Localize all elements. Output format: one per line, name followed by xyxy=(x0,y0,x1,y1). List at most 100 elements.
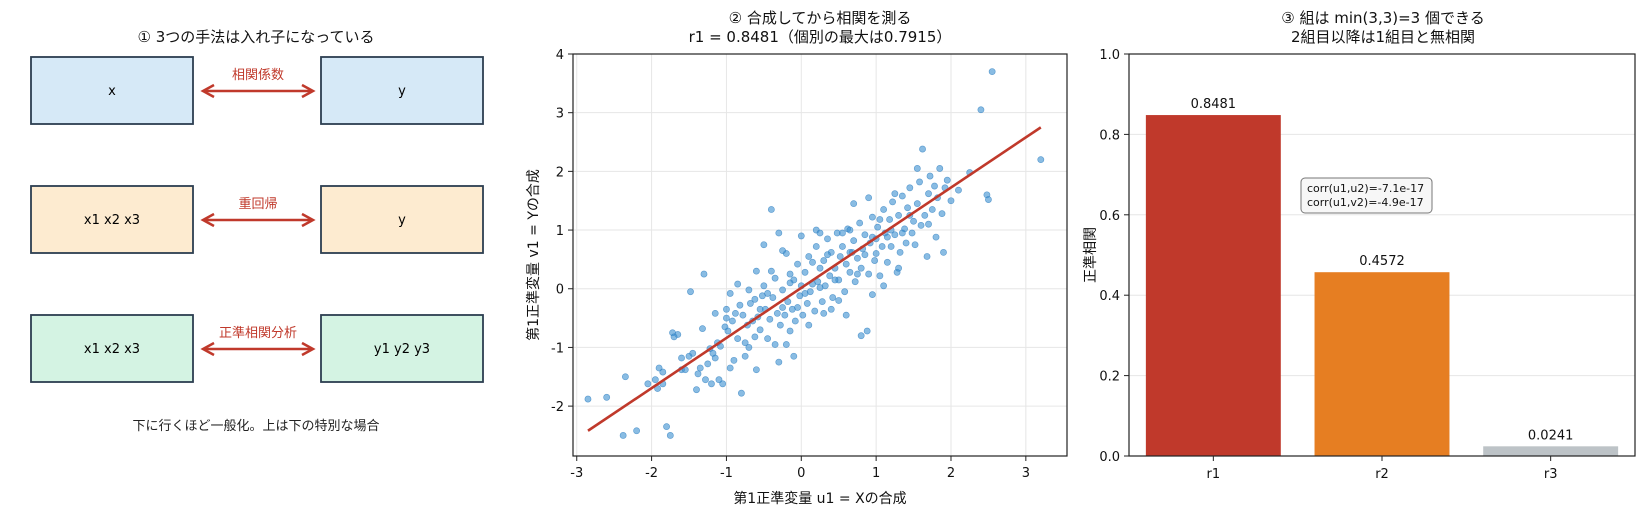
scatter-point xyxy=(732,309,739,317)
bar-ylabel: 正準相関 xyxy=(1083,227,1099,283)
scatter-point xyxy=(784,298,792,306)
scatter-point xyxy=(767,206,775,213)
scatter-point xyxy=(801,268,809,276)
bar-ticks: 0.0 0.2 0.4 0.6 0.8 1.0 r1 r2 r3 xyxy=(1099,48,1557,482)
bar-r3 xyxy=(1483,446,1619,456)
scatter-point xyxy=(913,200,921,208)
scatter-point xyxy=(786,279,794,287)
scatter-point xyxy=(794,260,801,268)
scatter-point xyxy=(619,432,627,439)
scatter-point xyxy=(752,267,760,275)
scatter-point xyxy=(775,229,783,237)
scatter-point xyxy=(891,231,899,239)
scatter-point xyxy=(816,284,824,291)
bar-bars: 0.8481 0.4572 0.0241 xyxy=(1145,97,1619,457)
scatter-point xyxy=(854,270,861,278)
scatter-point xyxy=(760,282,768,290)
row1-right-label: y xyxy=(398,84,406,99)
scatter-point xyxy=(857,332,865,340)
scatter-point xyxy=(895,264,902,272)
scatter-point xyxy=(723,305,730,313)
scatter-point xyxy=(947,197,955,205)
scatter-point xyxy=(776,321,784,329)
scatter-point xyxy=(887,243,895,250)
scatter-point xyxy=(820,309,828,317)
scatter-point xyxy=(904,204,911,212)
bar-value-label: 0.0241 xyxy=(1528,428,1574,443)
scatter-fit-line xyxy=(587,126,1042,432)
scatter-ytick-label: -2 xyxy=(551,400,564,415)
scatter-title: ② 合成してから相関を測る xyxy=(729,9,912,27)
bar-r1 xyxy=(1145,115,1281,457)
scatter-point xyxy=(940,248,947,256)
row3-relation: 正準相関分析 xyxy=(219,325,297,341)
row3-right-box xyxy=(320,314,484,383)
scatter-point xyxy=(880,282,888,290)
scatter-point xyxy=(876,272,884,280)
scatter-point xyxy=(752,366,760,374)
scatter-point xyxy=(854,254,861,262)
scatter-point xyxy=(786,270,794,278)
scatter-point xyxy=(883,258,891,266)
row1-relation: 相関係数 xyxy=(232,68,284,83)
row2-left-label: x1 x2 x3 xyxy=(84,213,140,228)
scatter-xtick-label: 0 xyxy=(797,466,805,481)
scatter-point xyxy=(836,253,844,260)
scatter-point xyxy=(868,213,876,221)
scatter-point xyxy=(767,267,775,275)
scatter-point xyxy=(831,276,839,284)
scatter-point xyxy=(816,264,824,272)
scatter-xtick-label: 3 xyxy=(1022,466,1030,481)
row1-left-box xyxy=(30,56,194,125)
scatter-point xyxy=(724,327,732,335)
scatter-point xyxy=(943,176,951,184)
scatter-point xyxy=(741,352,749,360)
scatter-point xyxy=(839,229,846,237)
scatter-xtick-label: -1 xyxy=(720,466,733,481)
scatter-point xyxy=(734,335,742,343)
scatter-ytick-label: 0 xyxy=(556,283,564,298)
scatter-point xyxy=(797,232,805,240)
bar-ytick-label: 0.8 xyxy=(1099,128,1120,143)
panel1-caption: 下に行くほど一般化。上は下の特別な場合 xyxy=(132,418,379,434)
scatter-point xyxy=(803,300,811,307)
scatter-point xyxy=(919,145,926,153)
scatter-point xyxy=(779,286,786,294)
scatter-point xyxy=(773,309,781,317)
scatter-point xyxy=(621,373,629,381)
scatter-point xyxy=(829,294,837,301)
scatter-point xyxy=(670,333,678,341)
scatter-point xyxy=(790,352,798,360)
scatter-xlabel: 第1正準変量 u1 = Xの合成 xyxy=(733,490,906,507)
bar-ytick-label: 0.4 xyxy=(1099,289,1120,304)
scatter-point xyxy=(651,376,659,384)
scatter-point xyxy=(865,194,873,202)
scatter-point xyxy=(751,295,759,303)
scatter-point xyxy=(850,237,858,245)
scatter-point xyxy=(932,233,940,241)
scatter-fit-line-group xyxy=(587,126,1042,432)
row2-right-label: y xyxy=(398,213,406,228)
scatter-point xyxy=(704,360,712,368)
scatter-point xyxy=(898,192,906,200)
scatter-point xyxy=(702,376,709,384)
scatter-point xyxy=(696,364,704,372)
row2-relation: 重回帰 xyxy=(238,196,277,212)
scatter-point xyxy=(891,190,899,198)
row3-right-label: y1 y2 y3 xyxy=(374,342,430,357)
scatter-point xyxy=(756,326,764,334)
scatter-point xyxy=(764,335,772,343)
scatter-point xyxy=(779,304,786,311)
bar-category-label: r3 xyxy=(1544,467,1558,482)
scatter-point xyxy=(902,239,910,247)
scatter-point xyxy=(734,280,742,288)
bar-ytick-label: 0.6 xyxy=(1099,209,1120,224)
scatter-point xyxy=(736,301,744,309)
scatter-point xyxy=(842,311,850,319)
scatter-point xyxy=(603,393,611,401)
scatter-point xyxy=(820,257,828,264)
scatter-point xyxy=(988,68,996,76)
scatter-point xyxy=(955,186,962,194)
scatter-point xyxy=(850,200,858,208)
scatter-point xyxy=(826,272,834,280)
